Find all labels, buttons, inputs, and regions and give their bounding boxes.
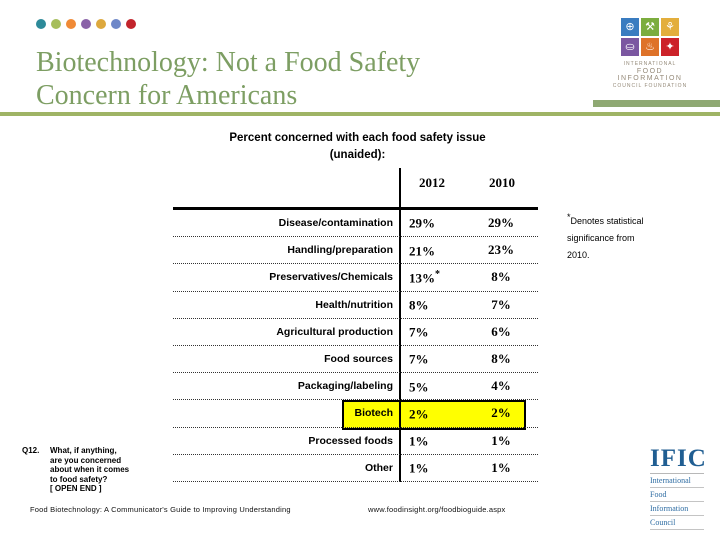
value-text: 13% [409,270,435,286]
value-text: 1% [409,460,429,476]
row-label: Health/nutrition [315,298,393,311]
logo-caption: INTERNATIONAL [623,61,677,67]
dot-icon [81,19,91,29]
row-value-2012: 13%* [399,269,464,286]
footer-source: Food Biotechnology: A Communicator's Gui… [30,505,291,514]
slide-title: Biotechnology: Not a Food Safety Concern… [36,47,421,111]
row-label: Processed foods [308,434,393,447]
row-value-2012: 7% [399,323,464,340]
dot-icon [126,19,136,29]
row-value-2010: 29% [488,215,514,231]
table-row: Other 1% 1% [173,455,538,482]
cart-icon: ⛀ [621,38,639,56]
row-label: Handling/preparation [287,244,393,257]
column-header-2010: 2010 [489,175,515,190]
row-value-2012: 1% [399,459,464,476]
decorative-dots [36,19,136,29]
table-row: Handling/preparation 21% 23% [173,237,538,265]
ific-line: Council [650,517,704,530]
value-text: 1% [409,433,429,449]
logo-green-bar [593,100,720,107]
ific-line: Information [650,503,704,516]
ific-line: Food [650,489,704,502]
row-value-2010: 6% [491,323,511,339]
table-vertical-divider [399,168,401,482]
row-label: Biotech [354,407,393,420]
value-text: 7% [409,324,429,340]
row-value-2010: 1% [491,459,511,475]
logo-caption: FOOD INFORMATION [617,68,683,82]
column-header-2012: 2012 [419,175,445,190]
row-value-2012: 2% [399,405,464,422]
row-label: Agricultural production [276,325,393,338]
logo-tile-grid: ⊕ ⚒ ⚘ ⛀ ♨ ✦ [604,18,696,56]
ific-line: International [650,475,704,488]
significance-star: * [435,268,440,280]
ific-header-logo: ⊕ ⚒ ⚘ ⛀ ♨ ✦ INTERNATIONAL FOOD INFORMATI… [604,18,696,89]
row-value-2010: 23% [488,242,514,258]
row-label: Disease/contamination [278,217,393,230]
table-row: Health/nutrition 8% 7% [173,292,538,319]
table-row: Processed foods 1% 1% [173,428,538,455]
dot-icon [111,19,121,29]
table-row: Preservatives/Chemicals 13%* 8% [173,264,538,292]
question-text: What, if anything, are you concerned abo… [50,446,130,493]
dot-icon [96,19,106,29]
table-row: Food sources 7% 8% [173,346,538,374]
row-label: Preservatives/Chemicals [269,271,393,284]
footer-url: www.foodinsight.org/foodbioguide.aspx [368,505,506,514]
table-row: Packaging/labeling 5% 4% [173,373,538,401]
row-value-2010: 8% [491,269,511,285]
dot-icon [66,19,76,29]
science-icon: ⚒ [641,18,659,36]
dot-icon [51,19,61,29]
cooking-icon: ♨ [641,38,659,56]
row-value-2012: 1% [399,432,464,449]
row-value-2012: 8% [399,296,464,313]
value-text: 8% [409,297,429,313]
value-text: 29% [409,215,435,231]
utensils-icon: ✦ [661,38,679,56]
survey-question: Q12. What, if anything, are you concerne… [22,446,162,494]
value-text: 7% [409,351,429,367]
dot-icon [36,19,46,29]
row-label: Packaging/labeling [297,380,393,393]
value-text: 2% [409,406,429,422]
row-value-2012: 29% [399,214,464,231]
row-label: Other [364,461,393,474]
table-heading: Percent concerned with each food safety … [229,132,486,161]
farm-icon: ⚘ [661,18,679,36]
ific-wordmark: IFIC [650,445,707,474]
ific-footer-logo: IFIC International Food Information Coun… [650,445,707,530]
row-value-2010: 4% [491,378,511,394]
row-value-2012: 5% [399,378,464,395]
note-text: Denotes statistical significance from 20… [567,216,644,260]
row-label: Food sources [324,353,393,366]
logo-caption: COUNCIL FOUNDATION [612,83,688,89]
row-value-2010: 8% [491,351,511,367]
globe-icon: ⊕ [621,18,639,36]
question-number: Q12. [22,446,40,455]
table-row-biotech: Biotech 2% 2% [173,400,538,428]
value-text: 5% [409,378,429,394]
row-value-2010: 2% [491,405,511,421]
row-value-2010: 7% [491,296,511,312]
note-star: * [567,212,571,222]
table-top-rule [173,207,538,210]
table-row: Disease/contamination 29% 29% [173,210,538,238]
row-value-2012: 7% [399,350,464,367]
data-table: Disease/contamination 29% 29% Handling/p… [173,210,538,482]
value-text: 21% [409,242,435,258]
title-underline [0,112,720,116]
statistical-note: *Denotes statistical significance from 2… [567,209,707,264]
row-value-2012: 21% [399,242,464,259]
biotech-highlight [342,400,526,430]
row-value-2010: 1% [491,432,511,448]
table-row: Agricultural production 7% 6% [173,319,538,346]
